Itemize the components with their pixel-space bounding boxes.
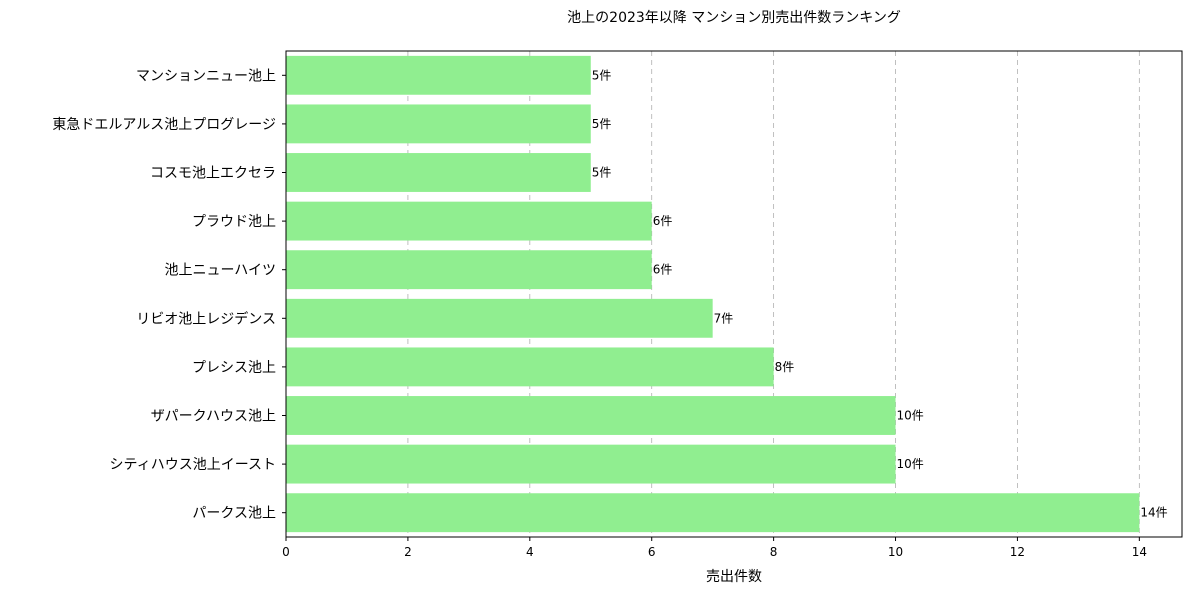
bar: [286, 201, 652, 241]
bar: [286, 493, 1140, 533]
data-labels-layer: 5件 5件 5件 6件 6件 7件 8件 10件 10件 14件: [592, 68, 1168, 519]
x-tick-label: 14: [1132, 545, 1147, 559]
bar: [286, 444, 896, 484]
bar-data-label: 10件: [897, 457, 924, 471]
x-tick-label: 6: [648, 545, 656, 559]
bar: [286, 55, 591, 95]
x-tick-label: 12: [1010, 545, 1025, 559]
bar: [286, 396, 896, 435]
x-tick-label: 4: [526, 545, 534, 559]
plot-frame: [285, 50, 1183, 538]
bar-data-label: 7件: [714, 311, 734, 325]
x-tick-label: 2: [404, 545, 412, 559]
y-tick-label: プレシス池上: [192, 360, 276, 376]
bar-data-label: 6件: [653, 263, 673, 277]
y-tick-label: プラウド池上: [192, 214, 276, 230]
y-tick-label: 東急ドエルアルス池上プログレージ: [52, 117, 276, 133]
x-tick-label: 8: [770, 545, 778, 559]
y-tick-label: シティハウス池上イースト: [110, 457, 276, 473]
bar-data-label: 6件: [653, 214, 673, 228]
chart-title: 池上の2023年以降 マンション別売出件数ランキング: [567, 10, 901, 26]
x-tick-label: 0: [282, 545, 290, 559]
y-tick-label: パークス池上: [192, 506, 276, 522]
y-tick-label: リビオ池上レジデンス: [136, 310, 276, 327]
y-tick-label: マンションニュー池上: [136, 68, 276, 84]
bar-data-label: 8件: [775, 360, 795, 374]
bar: [286, 347, 774, 387]
bars-layer: [286, 55, 1140, 533]
bar-data-label: 5件: [592, 68, 612, 82]
bar: [286, 298, 713, 338]
y-tick-label: コスモ池上エクセラ: [150, 166, 276, 182]
bar: [286, 104, 591, 144]
y-axis-ticks: マンションニュー池上東急ドエルアルス池上プログレージコスモ池上エクセラプラウド池…: [52, 68, 286, 522]
bar: [286, 250, 652, 290]
bar-data-label: 5件: [592, 166, 612, 180]
x-axis-ticks: 0 2 4 6 8 10 12 14: [282, 537, 1147, 559]
bar-data-label: 5件: [592, 117, 612, 131]
bar-data-label: 14件: [1140, 506, 1167, 520]
x-tick-label: 10: [888, 545, 903, 559]
bar-data-label: 10件: [897, 409, 924, 423]
y-tick-label: 池上ニューハイツ: [165, 263, 276, 279]
x-axis-label: 売出件数: [706, 569, 762, 585]
bar: [286, 153, 591, 192]
y-tick-label: ザパークハウス池上: [151, 409, 276, 425]
